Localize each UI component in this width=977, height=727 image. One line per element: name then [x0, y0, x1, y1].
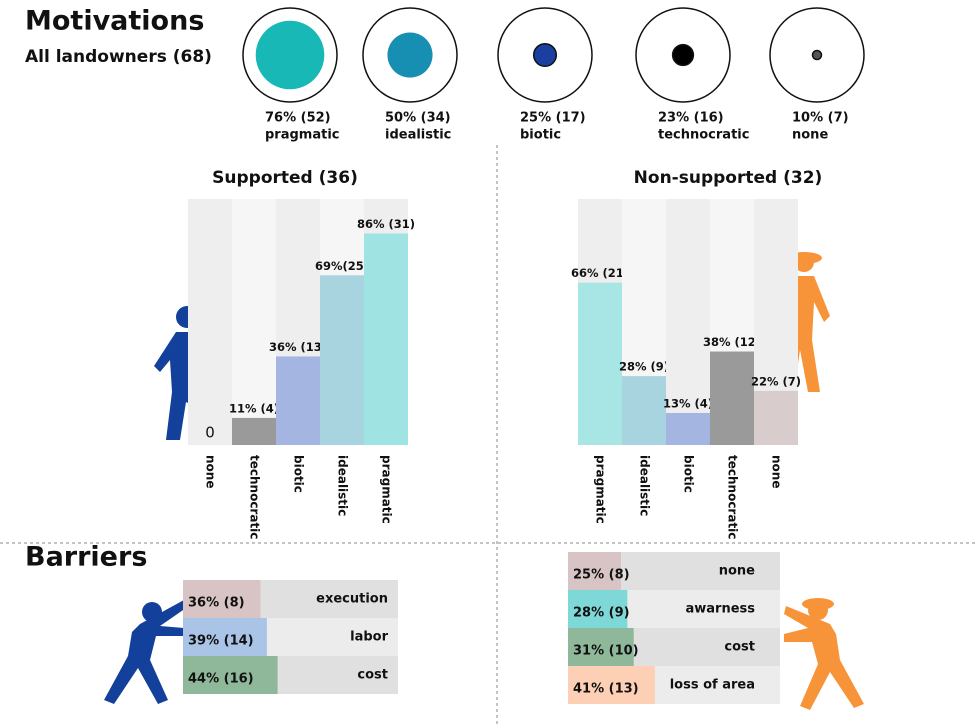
section-title: Barriers [25, 542, 147, 573]
bar [232, 418, 276, 445]
barrier-figure [784, 598, 864, 710]
bubble [673, 45, 694, 66]
bar-background [188, 199, 232, 445]
value-label: 25% (17) [520, 111, 586, 126]
category-label: pragmatic [265, 128, 340, 143]
bar [320, 275, 364, 445]
category-label: technocratic [658, 128, 749, 143]
infographic: Motivations All landowners (68) 76% (52) pr… [0, 0, 977, 727]
value-label: 25% (8) [573, 568, 630, 583]
category-label: none [719, 564, 755, 579]
value-label: 22% (7) [751, 374, 801, 388]
title: Motivations [25, 6, 204, 37]
bubble [534, 44, 557, 67]
chart-title: Supported (36) [212, 168, 358, 188]
value-label: 31% (10) [573, 644, 639, 659]
bubble [812, 50, 821, 59]
category-label: loss of area [670, 678, 755, 693]
value-label: 39% (14) [188, 634, 254, 649]
category-label: none [770, 455, 784, 488]
value-label: 10% (7) [792, 111, 849, 126]
value-label: 44% (16) [188, 672, 254, 687]
category-label: idealistic [336, 455, 350, 516]
category-label: none [792, 128, 828, 143]
category-label: technocratic [726, 455, 740, 539]
chart-title: Non-supported (32) [634, 168, 823, 188]
bar [578, 283, 622, 445]
subtitle: All landowners (68) [25, 47, 212, 67]
value-label: 50% (34) [385, 111, 451, 126]
category-label: awarness [685, 602, 755, 617]
bar [622, 376, 666, 445]
category-label: none [204, 455, 218, 488]
value-label: 76% (52) [265, 111, 331, 126]
category-label: execution [316, 592, 388, 607]
bar [364, 233, 408, 445]
category-label: pragmatic [594, 455, 608, 524]
value-label: 28% (9) [619, 360, 669, 374]
value-label: 38% (12) [703, 335, 761, 349]
category-label: pragmatic [380, 455, 394, 524]
bubble [387, 32, 432, 77]
value-label: 41% (13) [573, 682, 639, 697]
barrier-figure [104, 600, 186, 704]
category-label: cost [724, 640, 755, 655]
value-label: 23% (16) [658, 111, 724, 126]
value-label: 11% (4) [229, 401, 279, 415]
value-label: 36% (8) [188, 596, 245, 611]
value-label: 66% (21) [571, 266, 629, 280]
category-label: biotic [292, 455, 306, 493]
bar [276, 356, 320, 445]
bar [710, 352, 754, 445]
category-label: cost [357, 668, 388, 683]
category-label: labor [350, 630, 388, 645]
value-label: 0 [205, 424, 215, 442]
bar [754, 391, 798, 445]
value-label: 86% (31) [357, 217, 415, 231]
category-label: biotic [682, 455, 696, 493]
bar [666, 413, 710, 445]
category-label: idealistic [638, 455, 652, 516]
category-label: biotic [520, 128, 561, 143]
value-label: 13% (4) [663, 397, 713, 411]
value-label: 36% (13) [269, 340, 327, 354]
category-label: idealistic [385, 128, 451, 143]
bubble [256, 21, 325, 90]
category-label: technocratic [248, 455, 262, 539]
value-label: 69%(25) [315, 259, 369, 273]
value-label: 28% (9) [573, 606, 630, 621]
